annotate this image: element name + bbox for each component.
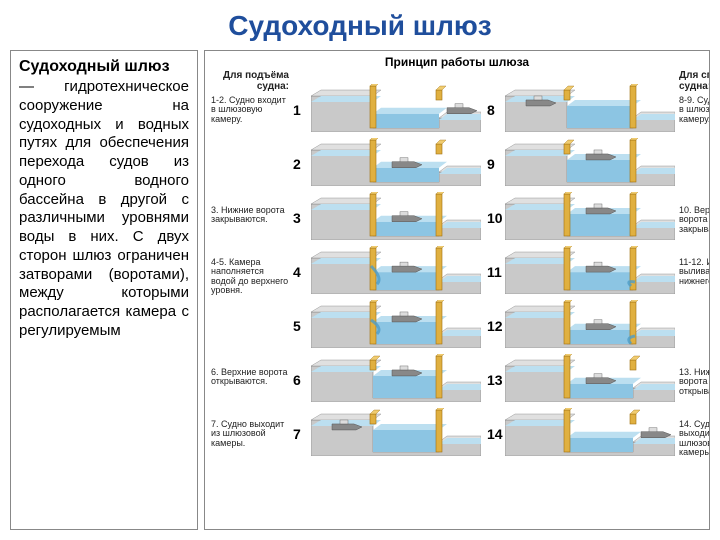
step-label: 14. Судно выходит из шлюзовой камеры. — [679, 420, 710, 470]
intro-lead: Судоходный шлюз — [19, 57, 189, 76]
step-row: 1 — [293, 85, 481, 135]
descent-subhead: Для спуска судна: — [679, 71, 710, 92]
step-row: 6 — [293, 355, 481, 405]
description-panel: Судоходный шлюз — гидротехническое соору… — [10, 50, 198, 530]
step-row: 8 — [487, 85, 675, 135]
step-number: 13 — [487, 372, 501, 388]
lock-icon — [311, 246, 481, 294]
lock-icon — [311, 192, 481, 240]
descent-steps: 8 9 10 11 12 13 14 — [487, 71, 675, 519]
step-row: 2 — [293, 139, 481, 189]
step-row: 3 — [293, 193, 481, 243]
step-number: 4 — [293, 264, 307, 280]
step-row: 10 — [487, 193, 675, 243]
lock-icon — [505, 84, 675, 132]
page-title: Судоходный шлюз — [0, 0, 720, 50]
ascent-half: Для подъёма судна: 1-2. Судно входит в ш… — [211, 71, 481, 519]
lock-icon — [505, 354, 675, 402]
step-label: 1-2. Судно входит в шлюзовую камеру. — [211, 96, 289, 204]
step-number: 12 — [487, 318, 501, 334]
step-row: 4 — [293, 247, 481, 297]
step-number: 6 — [293, 372, 307, 388]
intro-body: — гидротехническое сооружение на судоход… — [19, 78, 189, 341]
lock-icon — [311, 354, 481, 402]
step-number: 8 — [487, 102, 501, 118]
lock-icon — [311, 408, 481, 456]
step-label: 6. Верхние ворота открываются. — [211, 368, 289, 418]
diagram-body: Для подъёма судна: 1-2. Судно входит в ш… — [211, 71, 703, 519]
step-row: 9 — [487, 139, 675, 189]
step-row: 12 — [487, 301, 675, 351]
step-label: 13. Нижние ворота открываются. — [679, 368, 710, 418]
step-label: 10. Верхние ворота закрываются. — [679, 206, 710, 256]
descent-labels: Для спуска судна: 8-9. Судно входит в шл… — [679, 71, 710, 519]
step-row: 13 — [487, 355, 675, 405]
ascent-subhead: Для подъёма судна: — [211, 71, 289, 92]
lock-icon — [505, 408, 675, 456]
step-number: 3 — [293, 210, 307, 226]
boat-icon — [447, 103, 477, 113]
step-row: 7 — [293, 409, 481, 459]
lock-icon — [505, 300, 675, 348]
step-label: 3. Нижние ворота закрываются. — [211, 206, 289, 256]
boat-icon — [641, 427, 671, 437]
diagram-panel: Принцип работы шлюза Для подъёма судна: … — [204, 50, 710, 530]
step-number: 10 — [487, 210, 501, 226]
step-number: 2 — [293, 156, 307, 172]
step-number: 5 — [293, 318, 307, 334]
step-number: 9 — [487, 156, 501, 172]
step-label: 4-5. Камера наполняется водой до верхнег… — [211, 258, 289, 366]
lock-icon — [311, 84, 481, 132]
step-label: 11-12. Из камеры выливают воду до нижнег… — [679, 258, 710, 366]
lock-icon — [311, 300, 481, 348]
step-number: 7 — [293, 426, 307, 442]
step-row: 14 — [487, 409, 675, 459]
ascent-steps: 1 2 3 4 5 6 7 — [293, 71, 481, 519]
lock-icon — [505, 138, 675, 186]
step-number: 11 — [487, 264, 501, 280]
step-row: 5 — [293, 301, 481, 351]
ascent-labels: Для подъёма судна: 1-2. Судно входит в ш… — [211, 71, 289, 519]
descent-half: Для спуска судна: 8-9. Судно входит в шл… — [487, 71, 710, 519]
step-label: 7. Судно выходит из шлюзовой камеры. — [211, 420, 289, 470]
step-label: 8-9. Судно входит в шлюзовую камеру. — [679, 96, 710, 204]
step-number: 1 — [293, 102, 307, 118]
lock-icon — [311, 138, 481, 186]
content-area: Судоходный шлюз — гидротехническое соору… — [0, 50, 720, 530]
diagram-title: Принцип работы шлюза — [211, 55, 703, 69]
step-row: 11 — [487, 247, 675, 297]
lock-icon — [505, 246, 675, 294]
lock-icon — [505, 192, 675, 240]
step-number: 14 — [487, 426, 501, 442]
